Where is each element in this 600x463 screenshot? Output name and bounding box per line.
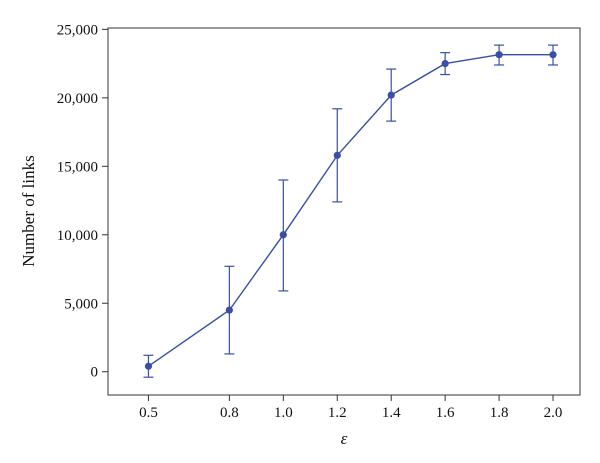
series-line [148, 54, 553, 367]
y-tick-label: 0 [91, 365, 99, 381]
x-tick-label: 1.6 [436, 405, 455, 421]
y-tick-label: 20,000 [57, 91, 98, 107]
data-point [333, 151, 341, 159]
x-tick-label: 1.0 [274, 405, 293, 421]
y-tick-label: 25,000 [57, 22, 98, 38]
y-axis-label: Number of links [19, 155, 38, 266]
x-tick-label: 1.8 [490, 405, 509, 421]
x-tick-label: 2.0 [544, 405, 563, 421]
plot-frame [107, 27, 581, 396]
y-tick-label: 15,000 [57, 159, 98, 175]
data-point [279, 231, 287, 239]
x-tick-label: 0.5 [139, 405, 158, 421]
data-point [441, 60, 449, 68]
x-axis-label: ε [341, 429, 348, 448]
data-point [144, 362, 153, 370]
data-point [387, 91, 395, 99]
x-tick-label: 0.8 [220, 405, 239, 421]
y-axis: 0 5,000 10,000 15,000 20,000 25,000 [57, 22, 108, 381]
data-point [225, 306, 233, 314]
y-tick-label: 10,000 [57, 228, 98, 244]
x-axis: 0.5 0.8 1.0 1.2 1.4 1.6 1.8 2.0 [139, 395, 562, 421]
x-tick-label: 1.2 [328, 405, 347, 421]
y-tick-label: 5,000 [64, 296, 98, 312]
data-point [495, 51, 503, 59]
plot-marks [143, 44, 559, 378]
data-point [549, 51, 557, 59]
x-tick-label: 1.4 [382, 405, 401, 421]
